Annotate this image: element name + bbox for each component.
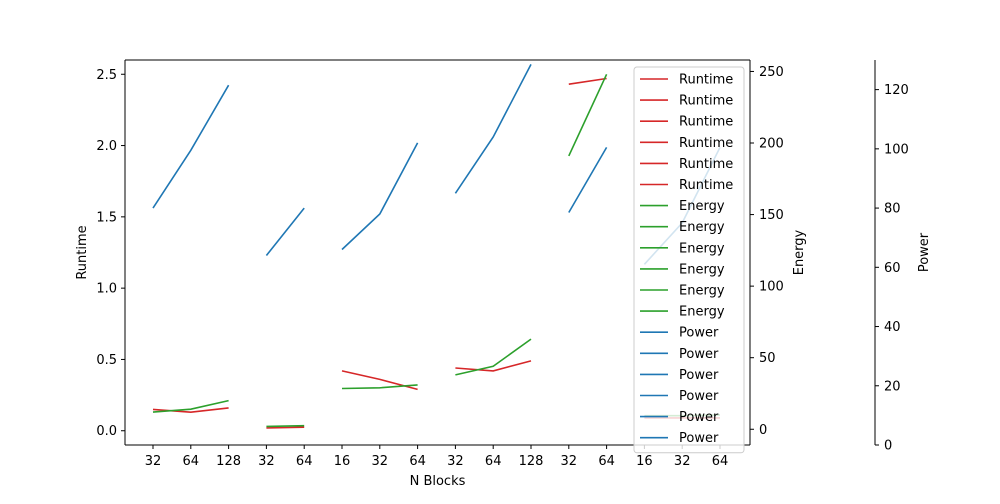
legend-label-runtime: Runtime [679, 94, 733, 109]
runtime-tick-label: 1.0 [96, 282, 117, 297]
runtime-tick-label: 1.5 [96, 210, 117, 225]
power-tick-label: 80 [884, 202, 901, 217]
x-tick-label: 64 [598, 454, 615, 469]
legend-label-runtime: Runtime [679, 115, 733, 130]
energy-tick-label: 0 [759, 423, 767, 438]
series-line-runtime-4 [568, 77, 607, 85]
legend-label-power: Power [679, 389, 719, 404]
x-tick-label: 16 [334, 454, 351, 469]
legend-label-energy: Energy [679, 284, 725, 299]
x-tick-label: 128 [519, 454, 544, 469]
series-line-power-15 [454, 64, 532, 194]
energy-axis-title: Energy [792, 229, 807, 275]
legend-label-power: Power [679, 410, 719, 425]
runtime-tick-label: 2.5 [96, 68, 117, 83]
x-tick-label: 64 [409, 454, 426, 469]
series-line-power-14 [341, 142, 419, 251]
x-tick-label: 32 [447, 454, 464, 469]
series-line-runtime-1 [266, 426, 305, 429]
power-tick-label: 40 [884, 320, 901, 335]
legend-label-power: Power [679, 431, 719, 446]
legend-label-energy: Energy [679, 305, 725, 320]
x-tick-label: 32 [145, 454, 162, 469]
power-tick-label: 120 [884, 83, 909, 98]
runtime-tick-label: 2.0 [96, 139, 117, 154]
power-axis-title: Power [917, 232, 932, 272]
power-tick-label: 100 [884, 142, 909, 157]
x-tick-label: 32 [561, 454, 578, 469]
series-line-power-16 [568, 146, 608, 213]
series-line-runtime-2 [341, 370, 418, 391]
x-tick-label: 128 [216, 454, 241, 469]
legend-label-energy: Energy [679, 199, 725, 214]
x-tick-label: 64 [296, 454, 313, 469]
series-line-power-13 [265, 207, 305, 256]
legend-label-runtime: Runtime [679, 73, 733, 88]
legend-label-power: Power [679, 347, 719, 362]
series-line-runtime-3 [455, 360, 532, 372]
legend-label-power: Power [679, 368, 719, 383]
x-tick-label: 64 [712, 454, 729, 469]
runtime-axis-title: Runtime [75, 225, 90, 279]
x-tick-label: 32 [258, 454, 275, 469]
x-axis-title: N Blocks [410, 474, 466, 489]
legend-label-runtime: Runtime [679, 136, 733, 151]
runtime-tick-label: 0.5 [96, 353, 117, 368]
runtime-tick-label: 0.0 [96, 424, 117, 439]
energy-tick-label: 200 [759, 137, 784, 152]
energy-tick-label: 100 [759, 280, 784, 295]
legend-label-energy: Energy [679, 241, 725, 256]
legend-label-energy: Energy [679, 262, 725, 277]
energy-tick-label: 250 [759, 65, 784, 80]
legend-label-power: Power [679, 326, 719, 341]
legend-label-energy: Energy [679, 220, 725, 235]
series-line-energy-9 [455, 338, 532, 376]
x-tick-label: 64 [485, 454, 502, 469]
x-tick-label: 32 [674, 454, 691, 469]
x-tick-label: 32 [372, 454, 389, 469]
series-line-energy-10 [568, 73, 608, 157]
power-tick-label: 0 [884, 439, 892, 454]
series-line-energy-7 [266, 424, 305, 428]
series-line-energy-8 [341, 384, 418, 390]
power-tick-label: 60 [884, 261, 901, 276]
energy-tick-label: 150 [759, 208, 784, 223]
series-line-power-12 [152, 84, 230, 209]
legend-label-runtime: Runtime [679, 157, 733, 172]
energy-tick-label: 50 [759, 351, 776, 366]
legend-label-runtime: Runtime [679, 178, 733, 193]
series-line-energy-6 [152, 399, 229, 413]
x-tick-label: 16 [636, 454, 653, 469]
x-tick-label: 64 [183, 454, 200, 469]
power-tick-label: 20 [884, 379, 901, 394]
